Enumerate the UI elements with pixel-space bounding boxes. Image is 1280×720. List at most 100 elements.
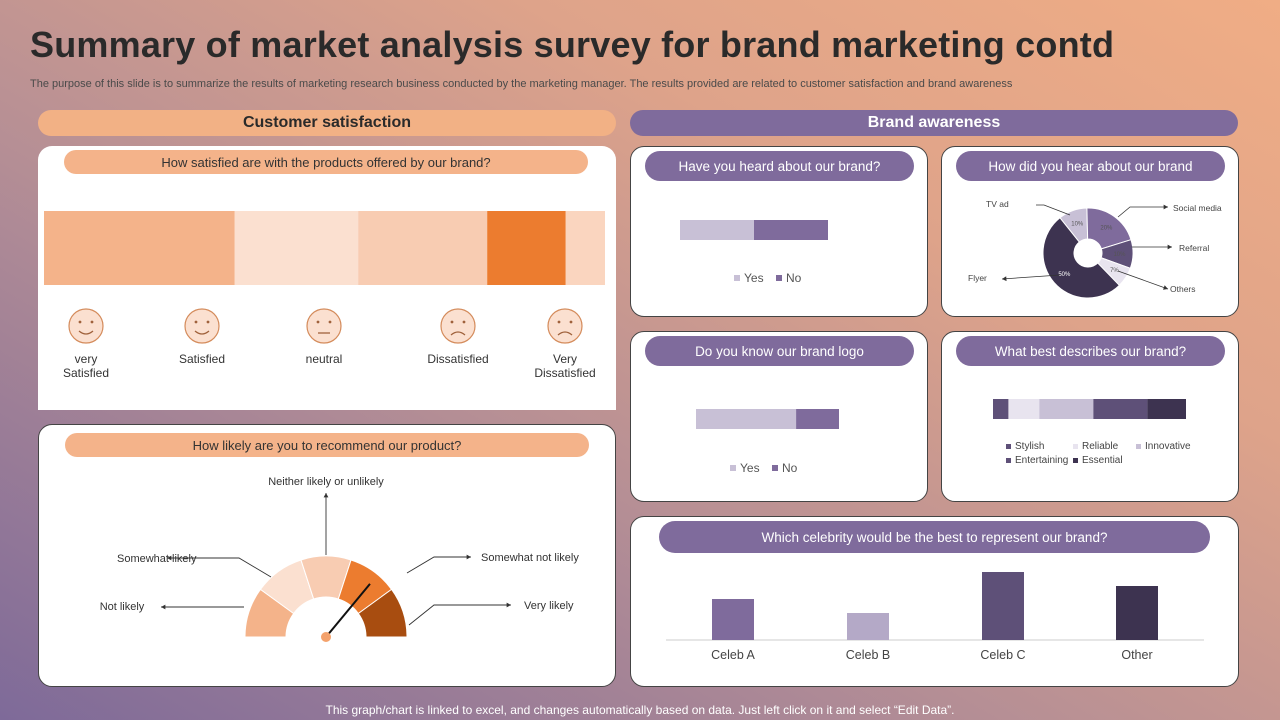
bar-segment-innovative [1039, 399, 1094, 419]
gauge-arrow-head [167, 555, 172, 561]
legend-item-essential: Essential [1073, 455, 1123, 466]
gauge-arrow-head [323, 493, 329, 498]
bar-segment-yes [680, 220, 754, 240]
satisfaction-chart[interactable] [38, 206, 616, 306]
x-tick-label: Celeb C [980, 648, 1025, 662]
footer-note: This graph/chart is linked to excel, and… [325, 703, 955, 717]
bar-segment-very-satisfied [44, 211, 235, 285]
satisfaction-label: Satisfied [178, 352, 226, 366]
celebrity-card: Which celebrity would be the best to rep… [630, 516, 1239, 687]
describes-card: What best describes our brand? Stylish Re… [941, 331, 1239, 502]
heard-question: Have you heard about our brand? [645, 151, 914, 181]
donut-label-referral: Referral [1179, 243, 1209, 253]
celebrity-question: Which celebrity would be the best to rep… [659, 521, 1210, 553]
legend-item-no: No [772, 461, 797, 475]
donut-data-label: 20% [1100, 225, 1113, 231]
donut-arrow-head [1167, 244, 1172, 250]
describes-question: What best describes our brand? [956, 336, 1225, 366]
donut-label-tv-ad: TV ad [986, 199, 1009, 209]
heard-card: Have you heard about our brand? Yes No [630, 146, 928, 317]
gauge-arrow-head [466, 554, 471, 560]
page-title: Summary of market analysis survey for br… [30, 24, 1115, 65]
satisfaction-label: Very Dissatisfied [534, 352, 596, 380]
gauge-label-somewhat-likely: Somewhat likely [117, 553, 197, 565]
bar-segment-yes [696, 409, 797, 429]
legend-item-no: No [776, 271, 801, 285]
heard-chart[interactable] [631, 215, 928, 255]
donut-data-label: 50% [1058, 272, 1071, 278]
donut-label-others: Others [1170, 284, 1196, 294]
donut-data-label: 10% [1113, 252, 1126, 258]
legend-item-reliable: Reliable [1073, 441, 1118, 452]
how-hear-card: How did you hear about our brand 10% 20% 1… [941, 146, 1239, 317]
donut-arrow-head [1002, 276, 1007, 282]
gauge-leader-line [167, 557, 272, 578]
satisfaction-card: How satisfied are with the products offe… [38, 146, 616, 410]
gauge-segment-very-likely [357, 588, 408, 638]
section-brand-awareness: Brand awareness [630, 110, 1238, 136]
donut-data-label: 10% [1071, 221, 1084, 227]
bar-segment-stylish [993, 399, 1009, 419]
donut-leader-line [1117, 206, 1168, 218]
gauge-arrow-head [506, 602, 511, 608]
satisfaction-label: very Satisfied [62, 352, 110, 380]
gauge-label-neither-likely-or-unlikely: Neither likely or unlikely [268, 476, 384, 488]
gauge-label-not-likely: Not likely [100, 601, 145, 613]
legend-item-yes: Yes [734, 271, 764, 285]
satisfaction-label: Dissatisfied [427, 352, 489, 366]
gauge-needle-hub [321, 632, 331, 642]
recommend-question: How likely are you to recommend our prod… [65, 433, 589, 457]
smiley-face-icon [440, 308, 476, 344]
gauge-leader-line [406, 556, 471, 574]
satisfaction-faces [68, 308, 583, 344]
gauge-needle [325, 583, 371, 638]
bar-segment-neutral [358, 211, 488, 285]
gauge-label-somewhat-not-likely: Somewhat not likely [481, 552, 579, 564]
x-tick-label: Other [1121, 648, 1152, 662]
x-tick-label: Celeb B [846, 648, 890, 662]
smiley-face-icon [184, 308, 220, 344]
legend-item-innovative: Innovative [1136, 441, 1191, 452]
donut-data-label: 7% [1110, 268, 1119, 274]
bar-celeb-b [847, 613, 889, 640]
smiley-face-icon [306, 308, 342, 344]
smiley-face-icon [68, 308, 104, 344]
bar-celeb-a [712, 599, 754, 640]
describes-chart[interactable] [942, 396, 1239, 436]
bar-segment-dissatisfied [487, 211, 566, 285]
bar-segment-entertaining [1093, 399, 1148, 419]
bar-segment-essential [1147, 399, 1186, 419]
satisfaction-question: How satisfied are with the products offe… [64, 150, 588, 174]
legend-item-yes: Yes [730, 461, 760, 475]
how-hear-donut-chart[interactable]: 10% 20% 10% 7% 50% TV ad Social media Referral O… [942, 147, 1239, 317]
x-tick-label: Celeb A [711, 648, 755, 662]
legend-item-entertaining: Entertaining [1006, 455, 1068, 466]
logo-card: Do you know our brand logo Yes No [630, 331, 928, 502]
gauge-label-very-likely: Very likely [524, 600, 574, 612]
bar-segment-no [754, 220, 828, 240]
donut-label-flyer: Flyer [968, 273, 987, 283]
donut-slice-flyer [1042, 217, 1121, 299]
page-subtitle: The purpose of this slide is to summariz… [30, 78, 1013, 90]
logo-question: Do you know our brand logo [645, 336, 914, 366]
celebrity-chart[interactable]: Celeb A Celeb B Celeb C Other [631, 517, 1239, 687]
bar-segment-satisfied [234, 211, 359, 285]
bar-celeb-c [982, 572, 1024, 640]
donut-leader-line [1036, 204, 1071, 216]
logo-chart[interactable] [631, 404, 928, 444]
bar-segment-no [796, 409, 839, 429]
donut-label-social-media: Social media [1173, 203, 1222, 213]
donut-arrow-head [1163, 204, 1168, 210]
donut-leader-line [1001, 274, 1061, 280]
bar-other [1116, 586, 1158, 640]
smiley-face-icon [547, 308, 583, 344]
legend-item-stylish: Stylish [1006, 441, 1044, 452]
recommend-card: How likely are you to recommend our prod… [38, 424, 616, 687]
donut-slice-social-media [1086, 207, 1132, 250]
gauge-leader-line [408, 604, 511, 626]
bar-segment-reliable [1008, 399, 1040, 419]
how-hear-question: How did you hear about our brand [956, 151, 1225, 181]
donut-leader-line [1117, 270, 1169, 290]
gauge-arrow-head [161, 604, 166, 610]
recommend-gauge-chart[interactable]: Not likely Somewhat likely Neither likely … [39, 425, 616, 687]
